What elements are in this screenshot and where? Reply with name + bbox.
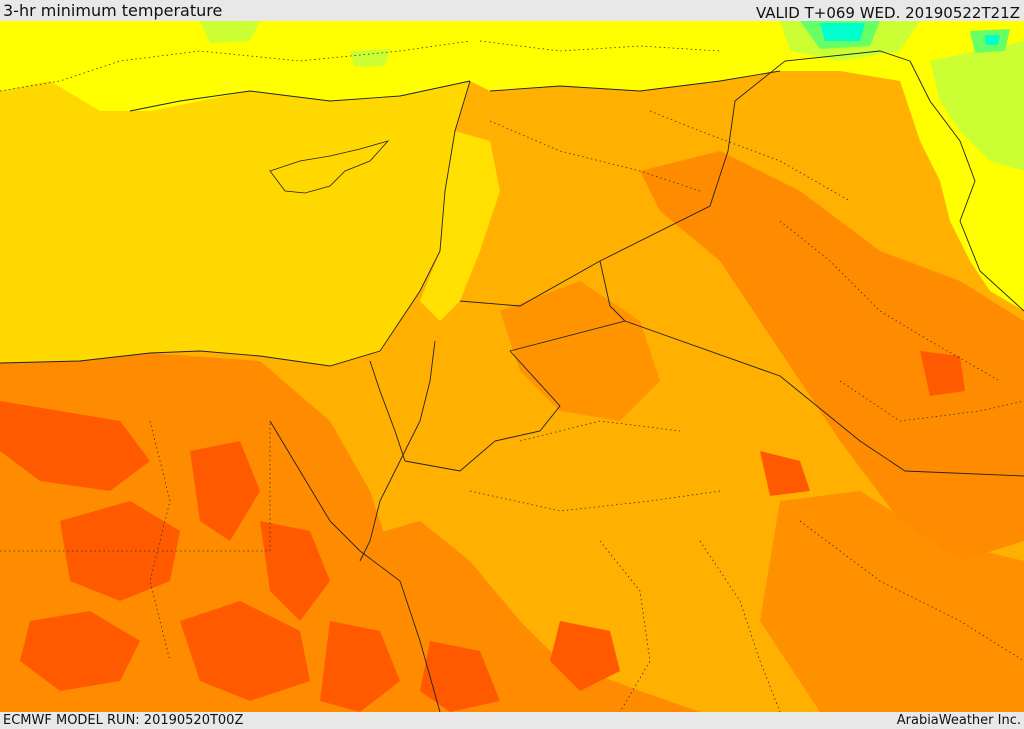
coastlines (0, 50, 1024, 712)
cyprus-outline (269, 140, 390, 194)
orange-region-iraq (640, 151, 1024, 561)
map-canvas (0, 21, 1024, 712)
province-boundaries (0, 40, 1024, 712)
cool-highlands (200, 21, 1024, 171)
credit-label: ArabiaWeather Inc. (896, 713, 1021, 728)
valid-time: VALID T+069 WED. 20190522T21Z (755, 4, 1020, 22)
map-footer: ECMWF MODEL RUN: 20190520T00Z ArabiaWeat… (0, 712, 1024, 729)
map-header: 3-hr minimum temperature VALID T+069 WED… (0, 0, 1024, 21)
temperature-map[interactable] (0, 21, 1024, 712)
model-run-label: ECMWF MODEL RUN: 20190520T00Z (3, 713, 244, 728)
orange-region-east (760, 491, 1024, 712)
north-yellow-land (0, 21, 1024, 141)
hot-spots (0, 351, 965, 712)
map-title: 3-hr minimum temperature (3, 1, 223, 20)
levant-yellow (420, 131, 500, 321)
